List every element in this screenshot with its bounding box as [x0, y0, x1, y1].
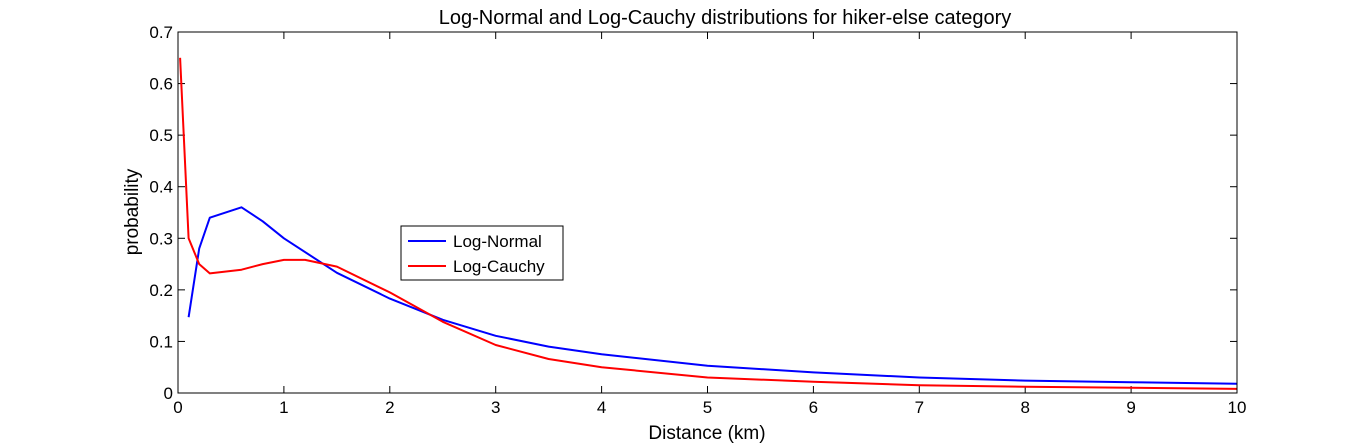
x-tick-label: 9 [1126, 398, 1135, 417]
x-tick-label: 7 [915, 398, 924, 417]
x-tick-label: 6 [809, 398, 818, 417]
x-tick-label: 1 [279, 398, 288, 417]
plot-frame [177, 31, 1238, 394]
legend: Log-Normal Log-Cauchy [400, 225, 564, 281]
x-tick-label: 4 [597, 398, 606, 417]
x-axis-ticks: 0 1 2 3 4 5 6 7 8 9 10 [173, 32, 1246, 417]
y-tick-label: 0.5 [149, 126, 173, 145]
x-tick-label: 3 [491, 398, 500, 417]
legend-box [400, 225, 564, 281]
plot-background [178, 32, 1237, 393]
y-tick-label: 0.6 [149, 75, 173, 94]
legend-label-log-normal: Log-Normal [453, 232, 542, 251]
x-tick-label: 0 [173, 398, 182, 417]
series-line-log-normal [187, 206, 1238, 385]
legend-label-log-cauchy: Log-Cauchy [453, 257, 545, 276]
y-axis-ticks: 0 0.1 0.2 0.3 0.4 0.5 0.6 0.7 [149, 23, 1237, 403]
x-tick-label: 2 [385, 398, 394, 417]
y-tick-label: 0.1 [149, 332, 173, 351]
y-tick-label: 0.7 [149, 23, 173, 42]
x-tick-label: 10 [1228, 398, 1247, 417]
y-tick-label: 0 [164, 384, 173, 403]
y-tick-label: 0.2 [149, 281, 173, 300]
x-tick-label: 5 [703, 398, 712, 417]
series-line-log-cauchy [179, 57, 1238, 390]
x-tick-label: 8 [1020, 398, 1029, 417]
y-tick-label: 0.3 [149, 229, 173, 248]
y-tick-label: 0.4 [149, 178, 173, 197]
chart-title: Log-Normal and Log-Cauchy distributions … [439, 7, 1012, 29]
x-axis-label: Distance (km) [648, 423, 765, 444]
y-axis-label: probability [122, 168, 143, 255]
series-layer [179, 57, 1238, 390]
